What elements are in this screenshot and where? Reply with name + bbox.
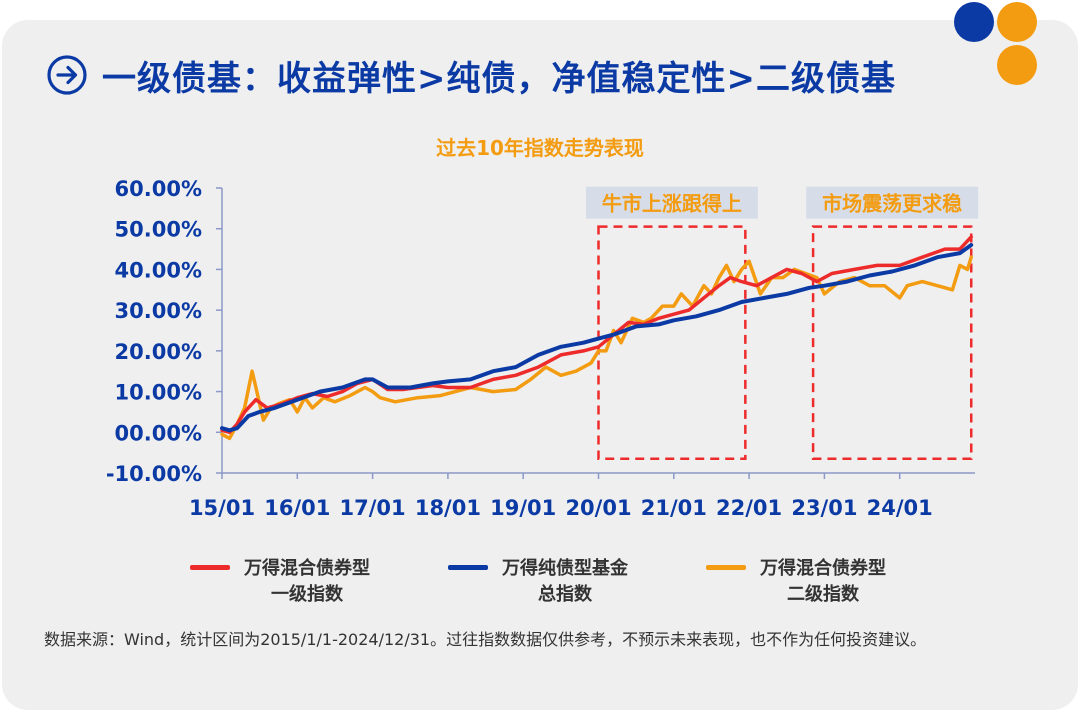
page-title: 一级债基：收益弹性>纯债，净值稳定性>二级债基: [102, 58, 896, 99]
x-tick-label: 15/01: [189, 496, 255, 520]
annotation-label-bg: [806, 186, 979, 219]
legend-swatch: [706, 565, 746, 570]
x-tick-label: 24/01: [867, 496, 933, 520]
legend-item-level2: 万得混合债券型 二级指数: [706, 556, 886, 608]
y-tick-label: 10.00%: [115, 381, 202, 405]
arrow-right-circle-icon: [47, 55, 87, 95]
x-tick-label: 19/01: [490, 496, 556, 520]
legend-swatch: [448, 565, 488, 570]
annotation-box: [811, 225, 973, 460]
y-tick-label: 40.00%: [115, 258, 202, 282]
y-tick-label: 60.00%: [115, 177, 202, 201]
x-tick-label: 21/01: [641, 496, 707, 520]
legend-label: 万得纯债型基金 总指数: [502, 558, 628, 605]
annotation-box: [597, 225, 747, 460]
annotation-label-bg: [585, 186, 758, 219]
legend-label: 万得混合债券型 二级指数: [760, 558, 886, 605]
x-tick-label: 16/01: [264, 496, 330, 520]
chart-title: 过去10年指数走势表现: [436, 136, 644, 160]
legend-item-pure-bond: 万得纯债型基金 总指数: [448, 556, 628, 608]
decorative-dot-orange: [997, 45, 1037, 85]
series-line-1: [220, 243, 974, 433]
title-row: 一级债基：收益弹性>纯债，净值稳定性>二级债基: [46, 50, 896, 100]
annotation-label: 牛市上涨跟得上: [602, 192, 742, 216]
x-tick-label: 23/01: [791, 496, 857, 520]
x-tick-label: 20/01: [565, 496, 631, 520]
x-tick-label: 17/01: [340, 496, 406, 520]
legend-item-level1: 万得混合债券型 一级指数: [190, 556, 370, 608]
y-tick-label: 30.00%: [115, 299, 202, 323]
x-tick-label: 22/01: [716, 496, 782, 520]
legend-swatch: [190, 565, 230, 570]
y-tick-label: 20.00%: [115, 340, 202, 364]
legend-label: 万得混合债券型 一级指数: [244, 558, 370, 605]
y-tick-label: 50.00%: [115, 218, 202, 242]
y-tick-label: -10.00%: [106, 462, 202, 486]
decorative-dot-orange: [997, 2, 1037, 42]
x-tick-label: 18/01: [415, 496, 481, 520]
decorative-dot-blue: [954, 2, 994, 42]
source-footnote: 数据来源：Wind，统计区间为2015/1/1-2024/12/31。过往指数数…: [44, 630, 927, 649]
y-tick-label: 00.00%: [115, 421, 202, 445]
annotation-label: 市场震荡更求稳: [822, 192, 962, 216]
